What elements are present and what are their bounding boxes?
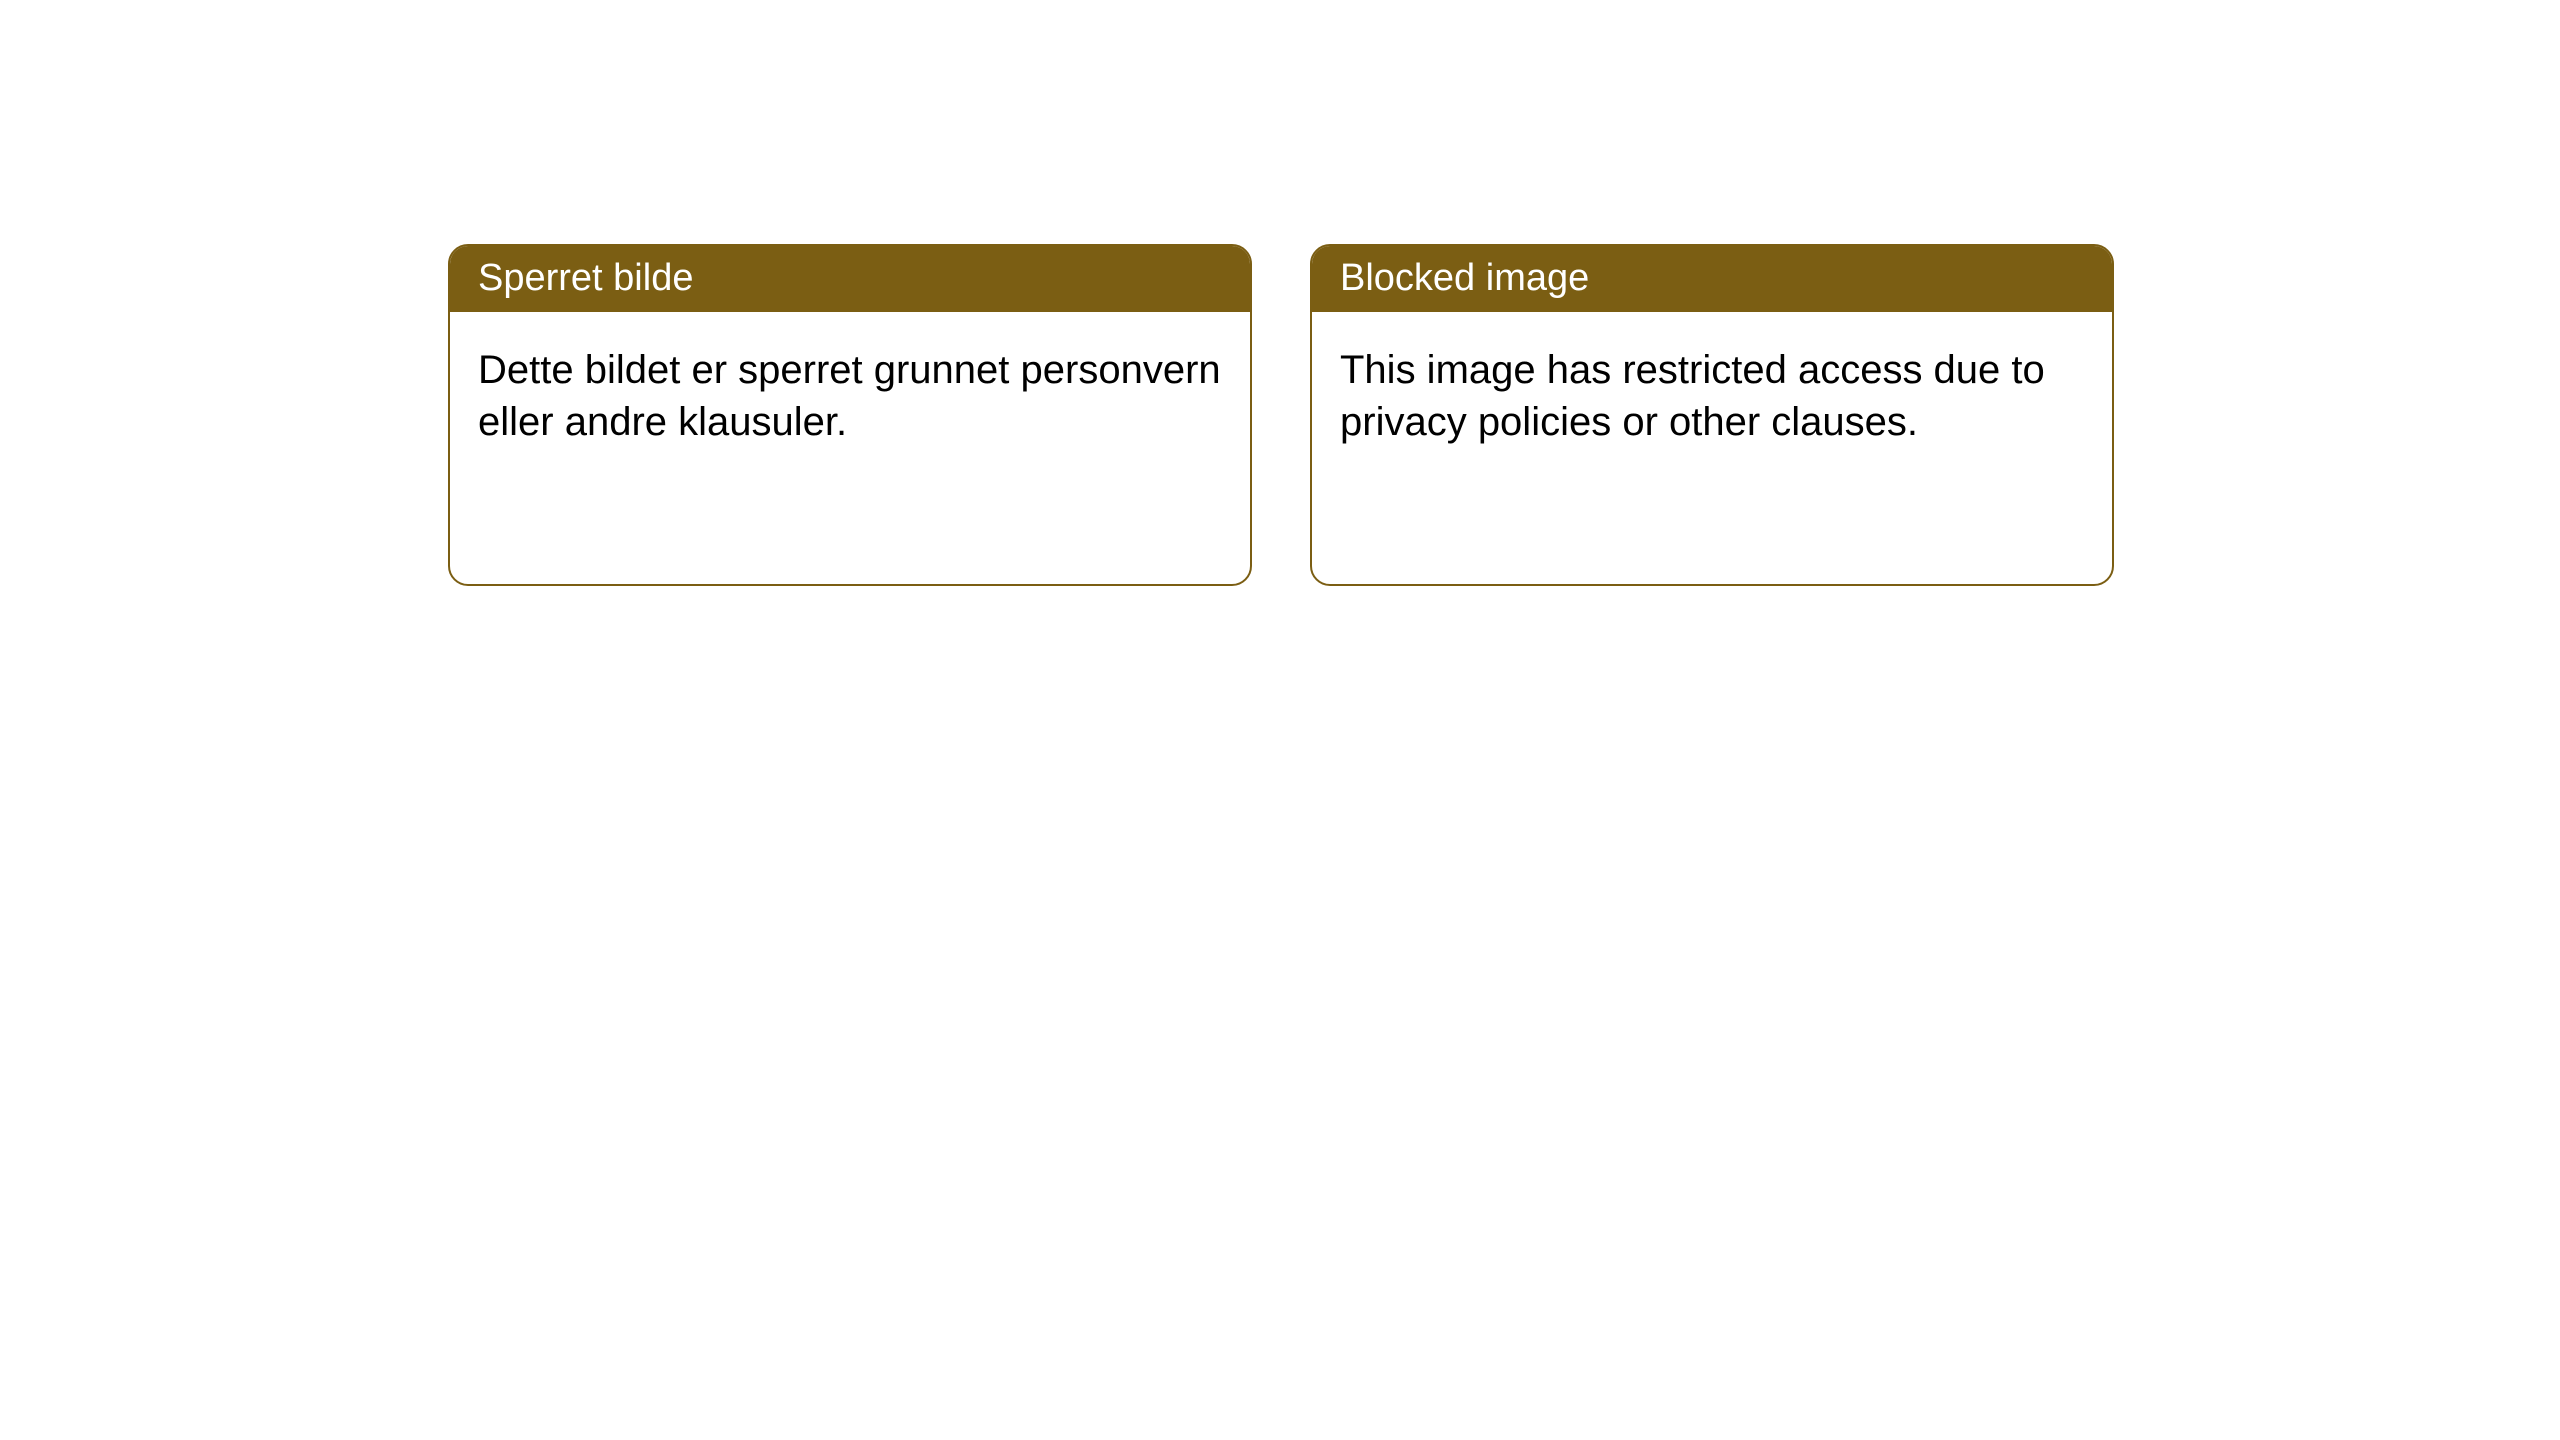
card-title: Sperret bilde [478,257,693,299]
notice-card-english: Blocked image This image has restricted … [1310,244,2114,586]
card-body-text: Dette bildet er sperret grunnet personve… [478,348,1221,445]
notice-cards-row: Sperret bilde Dette bildet er sperret gr… [0,0,2560,586]
card-body: Dette bildet er sperret grunnet personve… [450,312,1250,584]
card-body: This image has restricted access due to … [1312,312,2112,584]
card-body-text: This image has restricted access due to … [1340,348,2045,445]
notice-card-norwegian: Sperret bilde Dette bildet er sperret gr… [448,244,1252,586]
card-header: Blocked image [1312,246,2112,312]
card-header: Sperret bilde [450,246,1250,312]
card-title: Blocked image [1340,257,1589,299]
